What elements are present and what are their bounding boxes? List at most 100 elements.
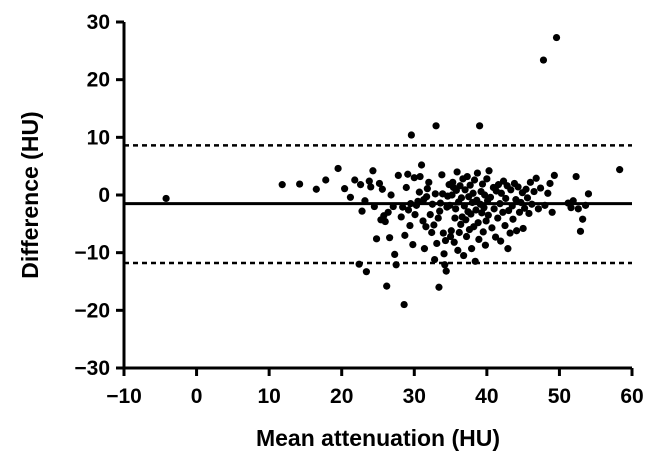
- data-point: [425, 178, 433, 186]
- data-point: [513, 227, 521, 235]
- data-point: [569, 197, 577, 205]
- data-point: [423, 193, 431, 201]
- data-point: [419, 217, 427, 225]
- data-point: [471, 257, 479, 265]
- data-point: [386, 234, 394, 242]
- data-point: [416, 172, 424, 181]
- data-point: [462, 232, 471, 241]
- data-point: [431, 255, 439, 264]
- x-tick-label: 0: [191, 385, 203, 408]
- data-point: [576, 227, 585, 235]
- data-point: [457, 194, 466, 202]
- data-point: [539, 56, 548, 64]
- data-point: [616, 166, 624, 174]
- data-point: [506, 229, 514, 237]
- data-point: [530, 187, 538, 196]
- x-tick-label: 30: [403, 385, 426, 408]
- data-point: [438, 171, 446, 179]
- data-point: [480, 204, 488, 212]
- x-tick-label: 20: [330, 385, 353, 408]
- x-tick-label: 50: [548, 385, 571, 408]
- data-point: [423, 185, 431, 193]
- data-point: [478, 180, 487, 188]
- data-point: [519, 224, 527, 233]
- data-point: [447, 227, 455, 235]
- data-point: [520, 204, 529, 212]
- x-tick-label: 60: [620, 385, 643, 408]
- data-point: [362, 268, 370, 276]
- data-point: [470, 176, 479, 184]
- data-point: [278, 181, 286, 189]
- data-point: [407, 131, 415, 139]
- data-point: [496, 200, 504, 208]
- data-point: [407, 200, 415, 208]
- data-point: [355, 260, 363, 268]
- data-point: [456, 182, 464, 190]
- data-point: [450, 238, 458, 246]
- data-point: [504, 245, 512, 253]
- data-point: [410, 174, 418, 182]
- data-point: [402, 183, 410, 192]
- data-point: [389, 202, 397, 211]
- data-point: [394, 171, 402, 179]
- data-point: [434, 214, 442, 222]
- data-point: [356, 181, 365, 189]
- data-point: [483, 175, 491, 183]
- y-tick-label: −10: [74, 242, 110, 265]
- data-point: [460, 251, 468, 260]
- data-point: [392, 261, 400, 269]
- data-point: [494, 181, 503, 189]
- data-point: [430, 221, 438, 229]
- data-point: [341, 185, 349, 193]
- data-point: [409, 240, 417, 249]
- data-point: [581, 201, 590, 209]
- x-tick-label: −10: [106, 385, 142, 408]
- data-point: [375, 179, 384, 188]
- data-point: [462, 216, 470, 224]
- data-point: [367, 183, 375, 191]
- y-tick-label: −20: [74, 299, 110, 322]
- data-point: [457, 220, 465, 229]
- data-point: [472, 206, 480, 214]
- data-point: [460, 202, 468, 210]
- data-point: [451, 214, 459, 222]
- data-point: [415, 188, 423, 196]
- data-point: [494, 214, 502, 222]
- x-axis-title: Mean attenuation (HU): [256, 425, 500, 451]
- data-point: [428, 228, 436, 237]
- data-point: [446, 201, 454, 209]
- data-point: [453, 168, 461, 176]
- data-point: [501, 221, 509, 230]
- data-point: [446, 232, 455, 241]
- data-point: [369, 167, 377, 175]
- data-point: [452, 205, 460, 213]
- data-point: [422, 223, 430, 231]
- data-point: [579, 215, 587, 223]
- data-point: [550, 171, 558, 179]
- data-point: [476, 122, 484, 130]
- data-point: [433, 239, 441, 248]
- data-point: [334, 164, 342, 173]
- data-point: [463, 172, 471, 181]
- data-point: [441, 261, 449, 269]
- y-tick-label: 0: [98, 184, 110, 207]
- data-point: [454, 246, 462, 254]
- data-point: [351, 176, 359, 184]
- data-point: [399, 203, 407, 211]
- data-point: [481, 241, 490, 249]
- data-point: [474, 219, 482, 227]
- data-point: [440, 250, 448, 258]
- data-point: [391, 250, 399, 258]
- data-point: [490, 205, 498, 213]
- data-point: [439, 229, 447, 237]
- data-point: [384, 208, 392, 216]
- data-point: [552, 33, 561, 42]
- x-tick-label: 10: [257, 385, 280, 408]
- data-point: [401, 231, 409, 239]
- data-point: [473, 169, 482, 177]
- data-point: [426, 211, 434, 219]
- data-point: [507, 186, 515, 194]
- data-point: [522, 185, 530, 193]
- data-point: [400, 300, 408, 309]
